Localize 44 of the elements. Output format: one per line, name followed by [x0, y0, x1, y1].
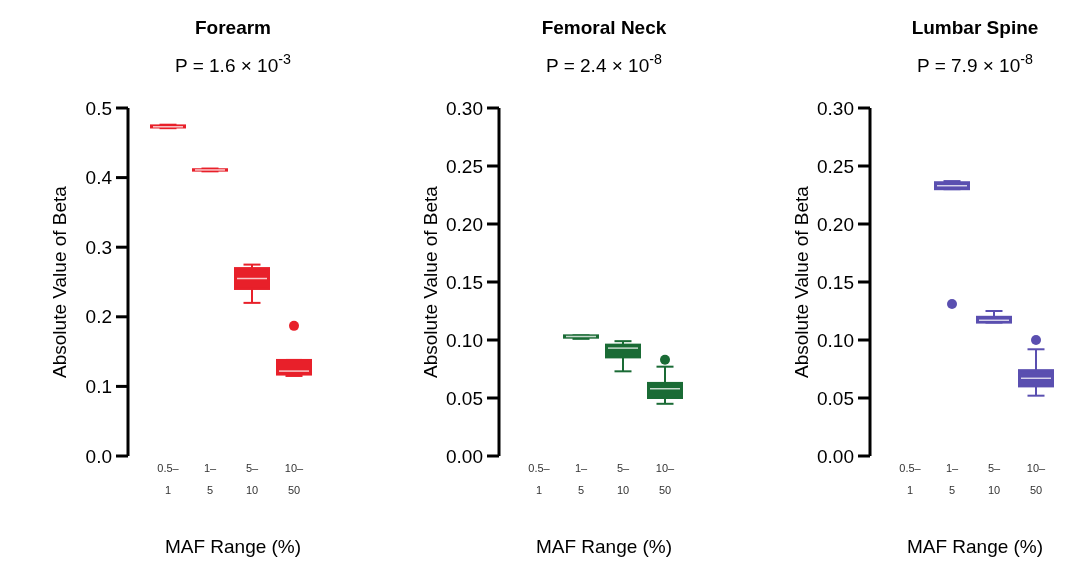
x-tick-label: 10– 50: [284, 462, 305, 496]
y-tick-label: 0.25: [817, 155, 854, 177]
y-axis-title: Absolute Value of Beta: [791, 185, 812, 378]
x-tick-label: 0.5– 1: [528, 462, 551, 496]
chart-title: Femoral Neck: [541, 17, 667, 38]
y-tick-label: 0.4: [85, 167, 113, 189]
x-tick-label: 1– 5: [574, 462, 588, 496]
chart-subtitle: P = 7.9 × 10$^{-8}$: [917, 51, 1033, 76]
x-tick-label: 0.5– 1: [899, 462, 922, 496]
y-tick-label: 0.30: [446, 97, 483, 119]
y-tick-label: 0.05: [446, 387, 483, 409]
y-tick-label: 0.1: [85, 376, 112, 398]
x-tick-label: 5– 10: [245, 462, 259, 496]
y-tick-label: 0.15: [446, 271, 483, 293]
y-tick-label: 0.00: [817, 445, 854, 467]
x-tick-label: 5– 10: [987, 462, 1001, 496]
y-tick-label: 0.00: [446, 445, 483, 467]
y-tick-label: 0.0: [85, 445, 112, 467]
y-tick-label: 0.5: [85, 97, 112, 119]
y-tick-label: 0.05: [817, 387, 854, 409]
x-axis-title: MAF Range (%): [164, 536, 302, 557]
y-tick-label: 0.2: [85, 306, 112, 328]
x-tick-label: 10– 50: [1026, 462, 1047, 496]
chart-title: Lumbar Spine: [911, 17, 1039, 38]
chart-title: Forearm: [194, 17, 272, 38]
x-tick-label: 5– 10: [616, 462, 630, 496]
y-tick-label: 0.15: [817, 271, 854, 293]
x-tick-label: 0.5– 1: [157, 462, 180, 496]
y-tick-label: 0.3: [85, 236, 112, 258]
x-tick-label: 1– 5: [203, 462, 217, 496]
y-axis-title: Absolute Value of Beta: [49, 185, 70, 378]
y-tick-label: 0.20: [446, 213, 483, 235]
y-axis-title: Absolute Value of Beta: [420, 185, 441, 378]
x-axis-title: MAF Range (%): [535, 536, 673, 557]
chart-subtitle: P = 1.6 × 10$^{-3}$: [175, 51, 291, 76]
chart-subtitle: P = 2.4 × 10$^{-8}$: [546, 51, 662, 76]
x-tick-label: 10– 50: [655, 462, 676, 496]
y-tick-label: 0.25: [446, 155, 483, 177]
y-tick-label: 0.30: [817, 97, 854, 119]
x-axis-title: MAF Range (%): [906, 536, 1044, 557]
x-tick-label: 1– 5: [945, 462, 959, 496]
y-tick-label: 0.10: [817, 329, 854, 351]
y-tick-label: 0.10: [446, 329, 483, 351]
y-tick-label: 0.20: [817, 213, 854, 235]
